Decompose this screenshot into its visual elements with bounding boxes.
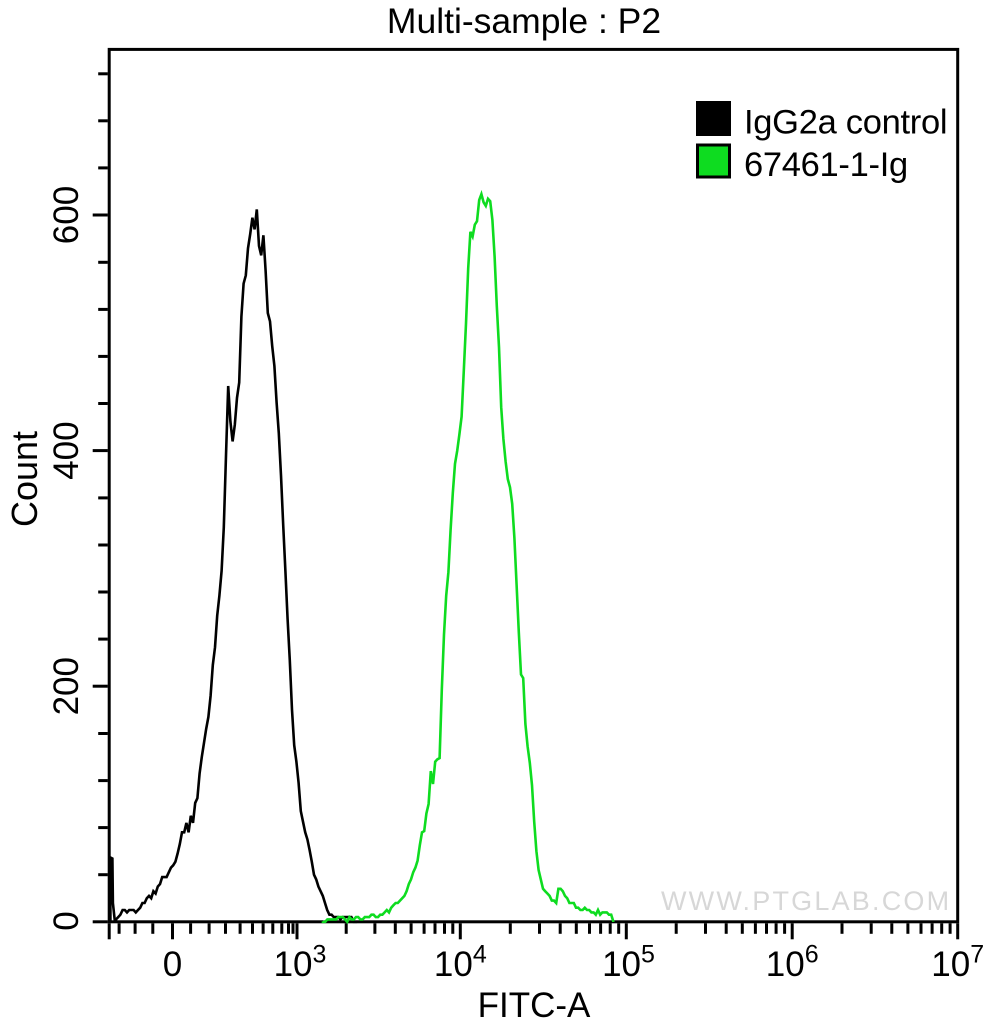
svg-text:Multi-sample : P2: Multi-sample : P2 xyxy=(387,1,661,41)
svg-text:FITC-A: FITC-A xyxy=(478,986,591,1024)
svg-text:WWW.PTGLAB.COM: WWW.PTGLAB.COM xyxy=(661,886,951,916)
svg-text:0: 0 xyxy=(163,945,182,984)
svg-text:IgG2a control: IgG2a control xyxy=(744,104,947,142)
svg-text:400: 400 xyxy=(47,421,86,479)
svg-text:0: 0 xyxy=(47,911,86,930)
svg-text:Count: Count xyxy=(4,431,45,527)
svg-text:67461-1-Ig: 67461-1-Ig xyxy=(744,146,908,184)
svg-text:600: 600 xyxy=(47,186,86,244)
svg-text:200: 200 xyxy=(47,657,86,715)
